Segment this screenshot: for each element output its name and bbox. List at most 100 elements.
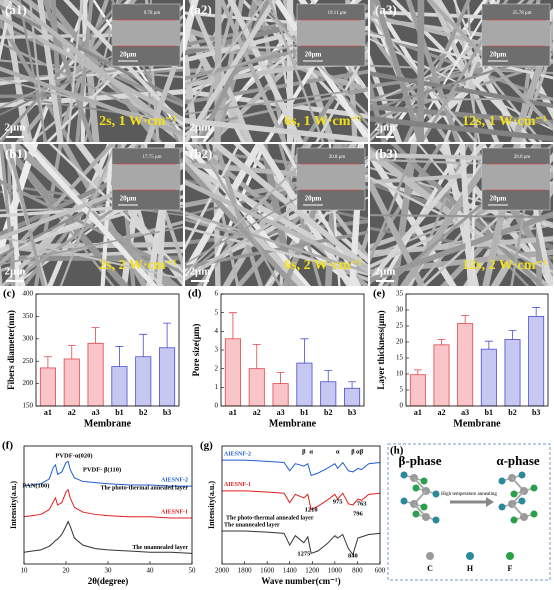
condition: 12s, 2 W·cm⁻¹: [462, 258, 547, 273]
inset-thickness: 28.0 μm: [514, 155, 531, 160]
y-tick-label: 350: [23, 312, 34, 320]
condition: 12s, 1 W·cm⁻¹: [462, 114, 547, 129]
panel-label: (a2): [190, 2, 212, 17]
inset-scale: 20μm: [490, 195, 507, 203]
annotation: PVDF- β(110): [83, 466, 121, 473]
annotation: β: [302, 448, 306, 455]
annotation: 763: [357, 500, 368, 507]
bar: [39, 367, 56, 407]
legend-label: C: [427, 564, 433, 573]
x-axis-label: Membrane: [269, 418, 317, 429]
inset-layer: [112, 164, 180, 190]
x-tick-label: a2: [68, 408, 76, 417]
bar: [344, 387, 361, 407]
series-label: AIESNF-1: [161, 509, 188, 515]
fiber: [185, 87, 368, 116]
fiber: [0, 0, 13, 62]
scale-label: 2μm: [5, 122, 26, 134]
annotation: 1210: [305, 506, 318, 513]
x-tick-label: 1600: [260, 567, 275, 575]
atom: [520, 513, 528, 521]
fiber: [75, 0, 94, 142]
inset-layer: [482, 20, 550, 46]
inset-scale: 20μm: [305, 195, 322, 203]
bar: [87, 342, 104, 407]
error-bar: [348, 381, 357, 389]
bar: [457, 323, 474, 407]
x-tick-label: 600: [375, 567, 386, 575]
legend-label: F: [508, 564, 513, 573]
panel-label: (c): [3, 288, 16, 300]
x-tick-label: a1: [414, 408, 422, 417]
series-label: The unannealed layer: [224, 522, 280, 528]
condition: 2s, 1 W·cm⁻¹: [99, 114, 177, 129]
fiber: [370, 104, 553, 126]
inset-scale: 20μm: [120, 51, 137, 59]
inset-thickness: 17.75 μm: [142, 155, 161, 160]
scale-label: 2μm: [375, 122, 396, 134]
error-bar: [43, 356, 52, 368]
error-bar: [91, 327, 100, 344]
x-tick-label: 40: [147, 567, 155, 575]
fiber: [370, 33, 553, 80]
inset-thickness: 25.78 μm: [512, 11, 531, 16]
fiber: [205, 144, 240, 286]
series-label: The unannealed layer: [132, 545, 188, 551]
sem-image: 20.8 μm 20μm (b2) 2μm 6s, 2 W·cm⁻¹: [185, 144, 368, 286]
panel-label: (f): [2, 440, 13, 452]
bar: [528, 315, 545, 407]
fiber: [185, 0, 267, 114]
fiber: [426, 0, 553, 131]
y-tick-label: 10: [396, 370, 404, 378]
annotation: PVDF-α(020): [55, 452, 92, 459]
fiber: [22, 144, 158, 286]
atom: [432, 516, 440, 524]
fiber: [49, 144, 183, 274]
fiber: [0, 66, 183, 84]
atom: [420, 477, 428, 485]
spectrum-line: [23, 460, 192, 487]
annotation: α: [336, 448, 340, 455]
fiber: [59, 144, 116, 286]
inset-layer: [297, 20, 365, 46]
legend-label: H: [467, 564, 474, 573]
error-bar: [484, 340, 493, 350]
error-bar: [115, 346, 124, 367]
atom: [400, 471, 408, 479]
x-tick-label: b3: [532, 408, 540, 417]
error-bar: [139, 333, 148, 357]
inset-thickness: 19.11 μm: [328, 11, 347, 16]
y-tick-label: 15: [396, 354, 404, 362]
scale-label: 2μm: [5, 266, 26, 278]
atom: [498, 503, 506, 511]
y-tick-label: 0: [215, 402, 219, 410]
bar: [433, 344, 450, 407]
y-tick-label: 6: [215, 290, 219, 298]
atom: [420, 503, 428, 511]
error-bar: [437, 339, 446, 345]
x-tick-label: b1: [485, 408, 493, 417]
inset-scale: 20μm: [305, 51, 322, 59]
panel-label: (b2): [190, 146, 212, 161]
y-axis-label: Layer thickness(μm): [376, 310, 386, 389]
fiber: [459, 144, 474, 286]
fiber: [0, 226, 183, 266]
bar: [248, 368, 265, 407]
annotation: 840: [348, 552, 358, 559]
arrow-label: High temperature annealing: [441, 492, 497, 497]
fiber: [268, 0, 325, 142]
atom: [412, 484, 420, 492]
annotation: The photo-thermal annealed layer: [101, 485, 189, 491]
annotation: 1275: [297, 550, 311, 557]
bar: [135, 356, 152, 407]
fiber: [185, 161, 298, 286]
annotation: β: [360, 448, 364, 455]
y-tick-label: 150: [23, 402, 34, 410]
y-tick-label: 300: [23, 334, 34, 342]
x-tick-label: 1200: [305, 567, 320, 575]
fiber: [185, 226, 368, 276]
spectrum-line: [222, 490, 381, 511]
fiber: [210, 144, 368, 273]
y-tick-label: 5: [215, 308, 219, 316]
legend-swatch: [466, 552, 474, 560]
